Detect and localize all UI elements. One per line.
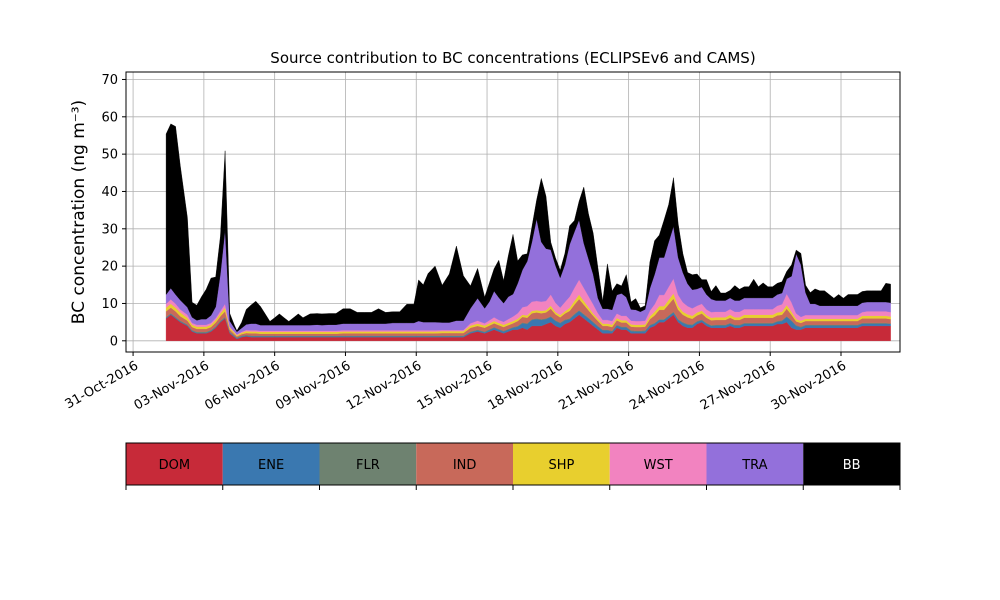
- legend-label-bb: BB: [843, 458, 861, 473]
- legend-swatch-ene: [222, 443, 320, 485]
- legend-label-ind: IND: [453, 458, 477, 473]
- x-tick-label: 12-Nov-2016: [344, 358, 424, 413]
- x-tick-label: 09-Nov-2016: [273, 358, 353, 413]
- legend-label-dom: DOM: [159, 458, 190, 473]
- y-axis: 0 10 20 30 40 50 60 70: [101, 73, 126, 349]
- legend-label-tra: TRA: [741, 458, 767, 473]
- x-tick-label: 03-Nov-2016: [132, 358, 212, 413]
- legend-swatch-dom: [126, 443, 223, 485]
- x-tick-label: 27-Nov-2016: [698, 358, 778, 413]
- legend-label-flr: FLR: [356, 458, 380, 473]
- legend-swatch-shp: [513, 443, 610, 485]
- legend-label-wst: WST: [644, 458, 673, 473]
- y-tick-label: 30: [101, 222, 118, 237]
- y-tick-label: 70: [101, 73, 118, 88]
- x-tick-label: 24-Nov-2016: [627, 358, 707, 413]
- x-tick-label: 21-Nov-2016: [556, 358, 636, 413]
- chart-title: Source contribution to BC concentrations…: [270, 49, 755, 67]
- legend-swatch-ind: [416, 443, 513, 485]
- stacked-area-layer: [165, 123, 891, 341]
- legend-label-ene: ENE: [258, 458, 284, 473]
- legend-swatch-flr: [319, 443, 417, 485]
- x-tick-label: 30-Nov-2016: [769, 358, 849, 413]
- y-tick-label: 60: [101, 110, 118, 125]
- legend-swatch-wst: [609, 443, 707, 485]
- legend-label-shp: SHP: [548, 458, 574, 473]
- legend: DOM ENE FLR IND SHP WST TRA BB: [125, 442, 901, 490]
- y-tick-label: 40: [101, 185, 118, 200]
- plot-frame: [125, 71, 901, 353]
- y-tick-label: 50: [101, 148, 118, 163]
- y-tick-label: 10: [101, 297, 118, 312]
- x-axis: 31-Oct-201603-Nov-201606-Nov-201609-Nov-…: [63, 352, 849, 413]
- y-tick-label: 20: [101, 260, 118, 275]
- y-tick-label: 0: [110, 334, 118, 349]
- legend-swatch-bb: [803, 443, 900, 485]
- legend-swatch-tra: [706, 443, 804, 485]
- x-tick-label: 18-Nov-2016: [486, 358, 566, 413]
- y-axis-label: BC concentration (ng m⁻³): [69, 100, 89, 324]
- x-tick-label: 31-Oct-2016: [63, 358, 141, 412]
- area-bb: [165, 123, 891, 333]
- x-tick-label: 15-Nov-2016: [415, 358, 495, 413]
- x-tick-label: 06-Nov-2016: [202, 358, 282, 413]
